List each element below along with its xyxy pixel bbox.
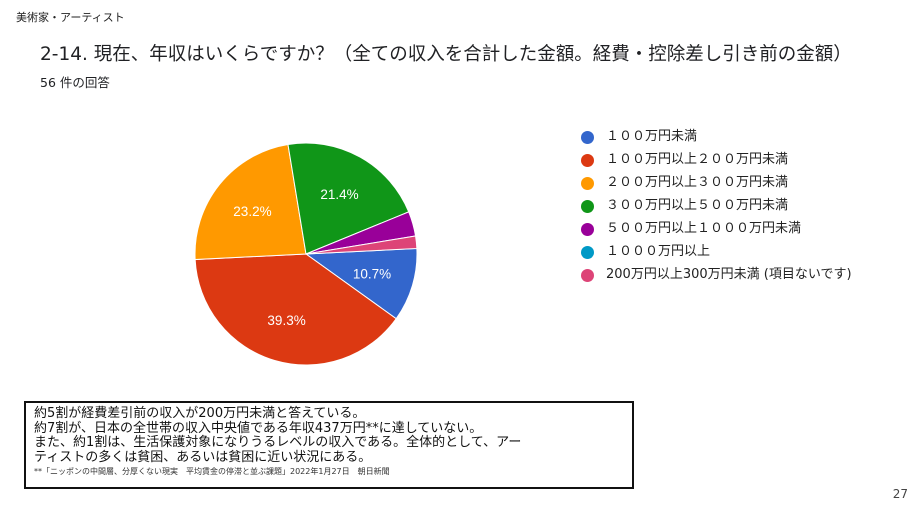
legend-item: １０００万円以上 <box>577 242 867 261</box>
legend-item: ３００万円以上５００万円未満 <box>577 196 867 215</box>
pie-slices <box>194 142 418 366</box>
legend-swatch-icon <box>581 269 594 282</box>
legend-label: １００万円未満 <box>606 129 698 144</box>
legend-swatch-icon <box>581 131 594 144</box>
legend-swatch-icon <box>581 200 594 213</box>
slice-label: 21.4% <box>320 187 358 202</box>
pie-slice <box>194 253 397 366</box>
legend-swatch-icon <box>581 246 594 259</box>
pie-slice <box>194 143 307 261</box>
legend-label: ２００万円以上３００万円未満 <box>606 175 789 190</box>
legend-item: １００万円未満 <box>577 127 867 146</box>
chart-legend: １００万円未満 １００万円以上２００万円未満 ２００万円以上３００万円未満 ３００万円… <box>577 127 867 288</box>
pie-slice-labels: 10.7% 39.3% 23.2% 21.4% <box>233 187 391 328</box>
legend-label: １０００万円以上 <box>606 244 711 259</box>
legend-label: 200万円以上300万円未満 (項目ないです) <box>606 267 852 282</box>
legend-item: 200万円以上300万円未満 (項目ないです) <box>577 265 867 284</box>
legend-swatch-icon <box>581 177 594 190</box>
note-line: 約5割が経費差引前の収入が200万円未満と答えている。 <box>34 406 366 421</box>
slice-label: 10.7% <box>353 266 391 281</box>
pie-slice <box>305 235 418 255</box>
pie-slice <box>304 247 418 320</box>
slice-label: 23.2% <box>233 204 271 219</box>
legend-item: ２００万円以上３００万円未満 <box>577 173 867 192</box>
response-count: 56 件の回答 <box>40 75 110 90</box>
slice-label: 39.3% <box>267 313 305 328</box>
note-line: また、約1割は、生活保護対象になりうるレベルの収入である。全体的として、アー <box>34 435 522 450</box>
section-label: 美術家・アーティスト <box>16 11 125 24</box>
legend-label: １００万円以上２００万円未満 <box>606 152 789 167</box>
legend-label: ５００万円以上１０００万円未満 <box>606 221 802 236</box>
question-title: 2-14. 現在、年収はいくらですか？（全ての収入を合計した金額。経費・控除差し… <box>40 44 852 65</box>
legend-swatch-icon <box>581 223 594 236</box>
pie-chart: 10.7% 39.3% 23.2% 21.4% <box>194 142 418 366</box>
legend-swatch-icon <box>581 154 594 167</box>
source-citation: **「ニッポンの中間層、分厚くない現実 平均賃金の停滞と並ぶ課題」2022年1月… <box>34 467 390 476</box>
legend-label: ３００万円以上５００万円未満 <box>606 198 789 213</box>
summary-note: 約5割が経費差引前の収入が200万円未満と答えている。 約7割が、日本の全世帯の… <box>24 401 634 489</box>
page-number: 27 <box>892 487 908 501</box>
legend-item: ５００万円以上１０００万円未満 <box>577 219 867 238</box>
note-line: 約7割が、日本の全世帯の収入中央値である年収437万円**に達していない。 <box>34 420 483 436</box>
note-line: ティストの多くは貧困、あるいは貧困に近い状況にある。 <box>34 449 372 465</box>
pie-slice <box>287 142 410 255</box>
legend-item: １００万円以上２００万円未満 <box>577 150 867 169</box>
